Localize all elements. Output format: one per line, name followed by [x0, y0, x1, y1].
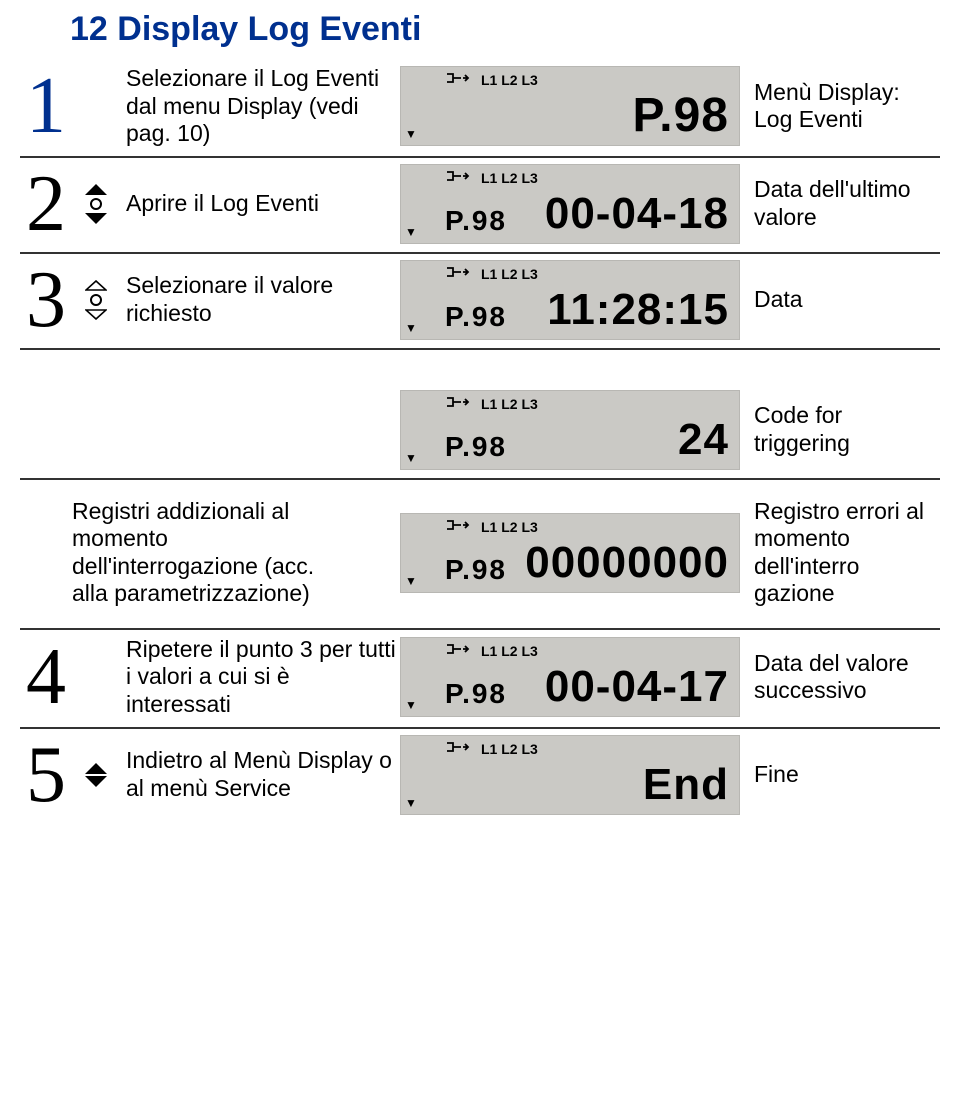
step-row-2: 2 Aprire il Log Eventi L1 L2 L3 ▼ P.98 0…	[20, 158, 940, 254]
lcd-param-3: P.98	[445, 301, 507, 333]
instruction-1: Selezionare il Log Eventi dal menu Displ…	[120, 65, 400, 148]
page-title: 12 Display Log Eventi	[20, 10, 940, 49]
lcd-phases: L1 L2 L3	[481, 643, 538, 659]
down-indicator-icon: ▼	[405, 796, 417, 810]
lcd-phases: L1 L2 L3	[481, 519, 538, 535]
chevron-up-icon	[85, 763, 107, 774]
info-row-registri: Registri addizionali al momento dell'int…	[20, 480, 940, 630]
instruction-2: Aprire il Log Eventi	[120, 190, 400, 218]
icon-col-3	[72, 280, 120, 320]
circle-icon	[89, 293, 103, 307]
desc-4: Data del valore successivo	[750, 650, 940, 705]
chevron-down-outline-icon	[85, 309, 107, 320]
step-row-5: 5 Indietro al Menù Display o al menù Ser…	[20, 729, 940, 823]
wiring-icon	[445, 170, 471, 186]
step-row-3: 3 Selezionare il valore richiesto L1 L2 …	[20, 254, 940, 350]
lcd-display-4: L1 L2 L3 ▼ P.98 00-04-17	[400, 637, 740, 717]
down-indicator-icon: ▼	[405, 225, 417, 239]
instruction-registri: Registri addizionali al momento dell'int…	[20, 498, 352, 608]
lcd-display-2: L1 L2 L3 ▼ P.98 00-04-18	[400, 164, 740, 244]
desc-2: Data dell'ultimo valore	[750, 176, 940, 231]
lcd-display-5: L1 L2 L3 ▼ End	[400, 735, 740, 815]
lcd-display-code: L1 L2 L3 ▼ P.98 24	[400, 390, 740, 470]
wiring-icon	[445, 519, 471, 535]
step-number-2: 2	[20, 168, 72, 240]
chevron-up-icon	[85, 184, 107, 195]
icon-col-5	[72, 763, 120, 787]
instruction-3: Selezionare il valore richiesto	[120, 272, 400, 327]
down-indicator-icon: ▼	[405, 451, 417, 465]
lcd-phases: L1 L2 L3	[481, 741, 538, 757]
lcd-display-registri: L1 L2 L3 ▼ P.98 00000000	[400, 513, 740, 593]
step-number-5: 5	[20, 739, 72, 811]
lcd-value-5: End	[643, 760, 729, 810]
lcd-value-code: 24	[678, 415, 729, 465]
lcd-param-code: P.98	[445, 431, 507, 463]
wiring-icon	[445, 643, 471, 659]
instruction-5: Indietro al Menù Display o al menù Servi…	[120, 747, 400, 802]
step-number-1: 1	[20, 70, 72, 142]
step-number-4: 4	[20, 641, 72, 713]
lcd-param-2: P.98	[445, 205, 507, 237]
chevron-down-icon	[85, 213, 107, 224]
lcd-phases: L1 L2 L3	[481, 396, 538, 412]
wiring-icon	[445, 396, 471, 412]
lcd-phases: L1 L2 L3	[481, 170, 538, 186]
wiring-icon	[445, 741, 471, 757]
wiring-icon	[445, 266, 471, 282]
lcd-value-3: 11:28:15	[547, 285, 729, 335]
lcd-display-3: L1 L2 L3 ▼ P.98 11:28:15	[400, 260, 740, 340]
lcd-param-4: P.98	[445, 678, 507, 710]
desc-1: Menù Display: Log Eventi	[750, 79, 940, 134]
instruction-4: Ripetere il punto 3 per tutti i valori a…	[120, 636, 400, 719]
desc-registri: Registro errori al momento dell'interro …	[750, 498, 940, 608]
circle-icon	[89, 197, 103, 211]
step-row-4: 4 Ripetere il punto 3 per tutti i valori…	[20, 630, 940, 729]
lcd-param-registri: P.98	[445, 554, 507, 586]
step-row-1: 1 Selezionare il Log Eventi dal menu Dis…	[20, 59, 940, 158]
lcd-value-registri: 00000000	[525, 538, 729, 588]
info-row-code: L1 L2 L3 ▼ P.98 24 Code for triggering	[20, 384, 940, 480]
lcd-value-1: P.98	[632, 88, 729, 143]
desc-5: Fine	[750, 761, 940, 789]
desc-3: Data	[750, 286, 940, 314]
lcd-value-2: 00-04-18	[545, 189, 729, 239]
desc-code: Code for triggering	[750, 402, 940, 457]
chevron-up-outline-icon	[85, 280, 107, 291]
lcd-value-4: 00-04-17	[545, 662, 729, 712]
down-indicator-icon: ▼	[405, 698, 417, 712]
icon-col-2	[72, 184, 120, 224]
chevron-down-icon	[85, 776, 107, 787]
down-indicator-icon: ▼	[405, 321, 417, 335]
down-indicator-icon: ▼	[405, 574, 417, 588]
lcd-phases: L1 L2 L3	[481, 72, 538, 88]
wiring-icon	[445, 72, 471, 88]
down-indicator-icon: ▼	[405, 127, 417, 141]
lcd-display-1: L1 L2 L3 ▼ P.98	[400, 66, 740, 146]
step-number-3: 3	[20, 264, 72, 336]
lcd-phases: L1 L2 L3	[481, 266, 538, 282]
